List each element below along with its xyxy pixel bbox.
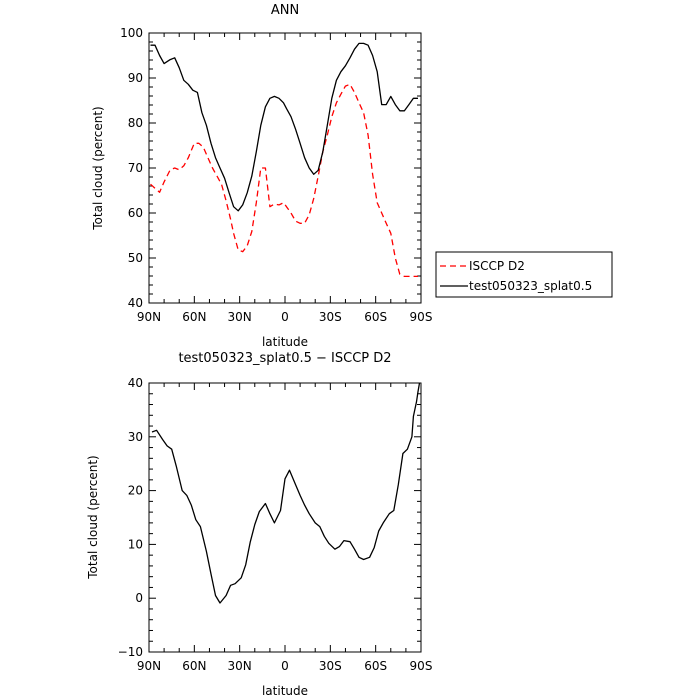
y-tick-label: 10: [128, 537, 143, 551]
y-axis-label: Total cloud (percent): [91, 106, 105, 230]
y-tick-label: 40: [128, 296, 143, 310]
legend-label-isccp: ISCCP D2: [469, 259, 525, 273]
legend-box: [435, 251, 613, 298]
series-line-0: [150, 83, 418, 278]
x-tick-label: 90S: [410, 310, 433, 324]
y-tick-label: 70: [128, 161, 143, 175]
x-tick-label: 90N: [137, 659, 161, 673]
y-tick-label: 30: [128, 430, 143, 444]
x-tick-label: 30N: [228, 659, 252, 673]
x-axis-label: latitude: [262, 684, 308, 698]
y-tick-label: −10: [118, 645, 143, 659]
y-tick-label: 80: [128, 116, 143, 130]
plot-area: 90N 60N 30N 0 30S 60S 90S 40 50 60 70 80 90 100: [120, 26, 432, 324]
plot-frame: [148, 382, 422, 653]
x-tick-label: 30S: [319, 310, 342, 324]
x-tick-label: 60N: [182, 310, 206, 324]
x-tick-label: 30S: [319, 659, 342, 673]
x-tick-label: 90S: [410, 659, 433, 673]
y-tick-label: 0: [135, 591, 143, 605]
y-tick-label: 20: [128, 484, 143, 498]
panel-difference: test050323_splat0.5 − ISCCP D2 90N 60N 30N…: [86, 351, 432, 698]
x-tick-label: 60S: [364, 310, 387, 324]
panel-annual-cloud: ANN 90N 60N 30N 0 30S 60S 90S 40 50 60 70 80 90 100 l…: [91, 3, 613, 349]
x-tick-label: 0: [281, 659, 289, 673]
legend: ISCCP D2 test050323_splat0.5: [435, 251, 613, 298]
plot-frame: [148, 32, 422, 304]
x-tick-label: 0: [281, 310, 289, 324]
x-tick-label: 30N: [228, 310, 252, 324]
x-tick-label: 60N: [182, 659, 206, 673]
plot-area: 90N 60N 30N 0 30S 60S 90S −10 0 10 20 30 40: [118, 376, 433, 673]
series-line-0: [151, 382, 421, 604]
panel-title: ANN: [271, 3, 299, 18]
y-axis-label: Total cloud (percent): [86, 455, 100, 579]
x-tick-label: 90N: [137, 310, 161, 324]
y-tick-label: 100: [120, 26, 143, 40]
y-tick-label: 90: [128, 71, 143, 85]
legend-label-test: test050323_splat0.5: [469, 279, 592, 293]
panel-title: test050323_splat0.5 − ISCCP D2: [178, 351, 391, 366]
x-tick-label: 60S: [364, 659, 387, 673]
y-tick-label: 60: [128, 206, 143, 220]
y-tick-label: 40: [128, 376, 143, 390]
x-axis-label: latitude: [262, 335, 308, 349]
y-tick-label: 50: [128, 251, 143, 265]
series-line-1: [150, 42, 418, 212]
